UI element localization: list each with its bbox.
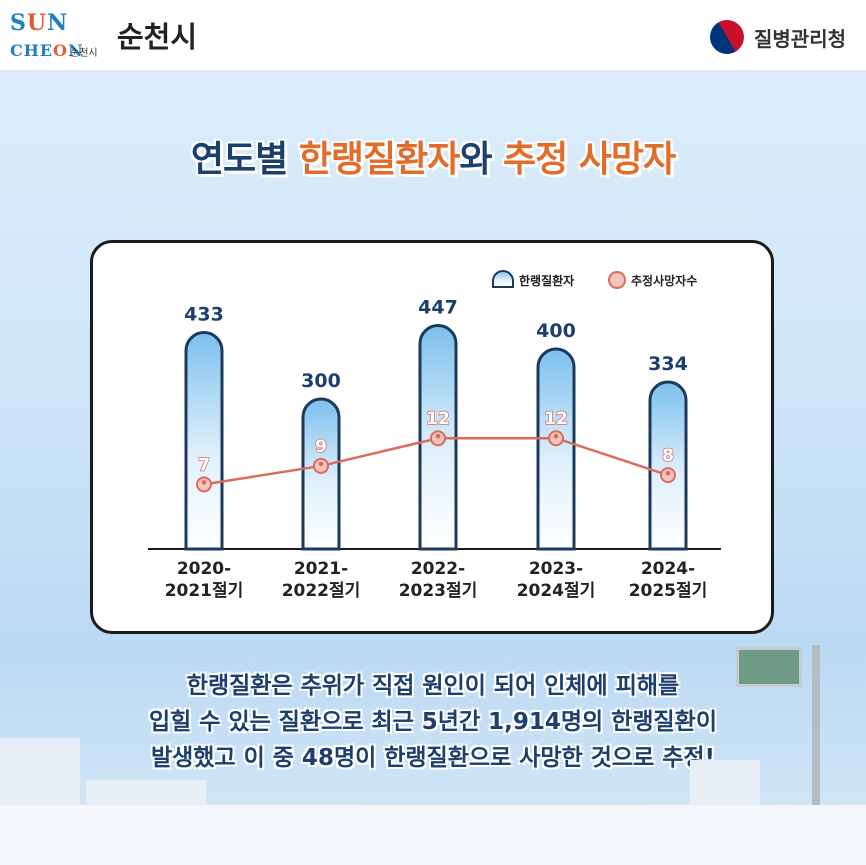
x-tick-label: 2023-2024절기 bbox=[517, 559, 596, 601]
description-line2: 입힐 수 있는 질환으로 최근 5년간 1,914명의 한랭질환이 bbox=[148, 709, 717, 735]
legend-bar-icon bbox=[492, 270, 514, 288]
x-tick-label: 2024-2025절기 bbox=[629, 559, 708, 601]
person-icon bbox=[435, 433, 441, 439]
bar-0 bbox=[184, 331, 224, 551]
title-part3: 와 bbox=[459, 139, 504, 180]
title-part1: 연도별 bbox=[190, 139, 299, 180]
person-icon bbox=[553, 433, 559, 439]
bar-value-label: 447 bbox=[418, 297, 458, 319]
deaths-value-label: 9 bbox=[315, 437, 327, 457]
bar-4 bbox=[648, 380, 688, 551]
building-left bbox=[0, 738, 80, 818]
deaths-value-label: 12 bbox=[544, 409, 568, 429]
agency-logo: 질병관리청 bbox=[703, 13, 846, 61]
title-part2: 한랭질환자 bbox=[298, 139, 461, 180]
chart-card: 한랭질환자 추정사망자수 433 300 447 400 334 7 9 12 12 8 202… bbox=[90, 240, 774, 634]
bar-1 bbox=[301, 397, 341, 551]
x-tick-label: 2020-2021절기 bbox=[165, 559, 244, 601]
bar-value-label: 334 bbox=[648, 353, 688, 375]
chart-legend: 한랭질환자 추정사망자수 bbox=[492, 270, 697, 289]
person-icon bbox=[318, 461, 324, 467]
taegeuk-emblem-icon bbox=[703, 13, 751, 61]
legend-deaths: 추정사망자수 bbox=[631, 273, 697, 288]
suncheon-logo: SUN CHEON 순천시 bbox=[10, 10, 105, 60]
chart: 한랭질환자 추정사망자수 433 300 447 400 334 7 9 12 12 8 202… bbox=[148, 270, 721, 601]
logo-wordmark: SUN CHEON bbox=[10, 10, 84, 60]
logo-subtext: 순천시 bbox=[70, 48, 98, 59]
agency-name: 질병관리청 bbox=[754, 26, 846, 51]
x-tick-label: 2021-2022절기 bbox=[282, 559, 361, 601]
person-icon bbox=[665, 470, 671, 476]
legend-person-icon bbox=[608, 271, 626, 289]
deaths-value-label: 8 bbox=[662, 446, 674, 466]
bar-value-label: 433 bbox=[184, 304, 224, 326]
road-sign bbox=[736, 647, 802, 687]
bar-value-label: 300 bbox=[301, 370, 341, 392]
bar-value-label: 400 bbox=[536, 320, 576, 342]
legend-patients: 한랭질환자 bbox=[519, 273, 574, 288]
description-line3: 발생했고 이 중 48명이 한랭질환으로 사망한 것으로 추정! bbox=[150, 745, 716, 771]
person-icon bbox=[201, 480, 207, 485]
description-text: 한랭질환은 추위가 직접 원인이 되어 인체에 피해를 입힐 수 있는 질환으로… bbox=[0, 668, 866, 776]
sign-pole bbox=[812, 645, 820, 810]
deaths-value-label: 7 bbox=[198, 455, 210, 475]
title-part4: 추정 사망자 bbox=[503, 139, 676, 180]
city-name: 순천시 bbox=[117, 20, 198, 54]
x-tick-label: 2022-2023절기 bbox=[399, 559, 478, 601]
header-bar: SUN CHEON 순천시 순천시 질병관리청 bbox=[0, 0, 866, 70]
bar-3 bbox=[536, 347, 576, 551]
snow-ground bbox=[0, 805, 866, 865]
page-title: 연도별 한랭질환자와 추정 사망자 bbox=[0, 130, 866, 182]
deaths-value-label: 12 bbox=[426, 409, 450, 429]
description-line1: 한랭질환은 추위가 직접 원인이 되어 인체에 피해를 bbox=[186, 673, 680, 699]
